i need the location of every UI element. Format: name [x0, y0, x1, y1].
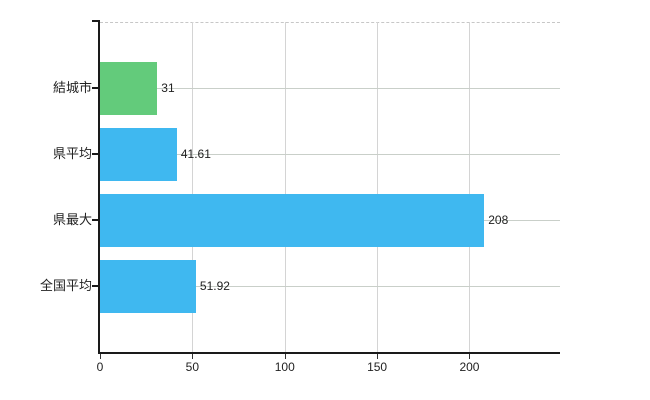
category-label: 結城市	[52, 80, 92, 95]
x-tick-mark	[377, 354, 379, 359]
y-tick-mark	[92, 87, 98, 89]
y-tick-mark	[92, 153, 98, 155]
bar-value-label: 51.92	[199, 279, 230, 293]
x-tick-label: 150	[367, 360, 388, 374]
x-tick-label: 100	[274, 360, 295, 374]
vertical-gridline	[284, 22, 286, 352]
x-tick-mark	[284, 354, 286, 359]
x-tick-mark	[469, 354, 471, 359]
x-axis-line	[100, 352, 560, 354]
category-gridline	[100, 286, 560, 287]
category-label: 全国平均	[39, 278, 92, 293]
x-tick-label: 200	[459, 360, 480, 374]
x-tick-label: 0	[96, 360, 104, 374]
x-tick-label: 50	[185, 360, 200, 374]
bar-value-label: 41.61	[180, 147, 211, 161]
vertical-gridline	[469, 22, 471, 352]
y-axis-end-tick	[92, 20, 98, 22]
category-gridline	[100, 154, 560, 155]
y-axis-line	[98, 20, 100, 354]
y-tick-mark	[92, 219, 98, 221]
bar	[100, 259, 196, 313]
category-label: 県最大	[52, 212, 92, 227]
bar-value-label: 31	[161, 81, 175, 95]
bar	[100, 193, 485, 247]
bar-value-label: 208	[488, 213, 509, 227]
category-gridline	[100, 88, 560, 89]
plot-top-dashed-gridline	[100, 22, 560, 23]
bar	[100, 61, 158, 115]
y-tick-mark	[92, 285, 98, 287]
vertical-gridline	[192, 22, 194, 352]
vertical-gridline	[377, 22, 379, 352]
x-tick-mark	[100, 354, 101, 359]
x-tick-mark	[192, 354, 194, 359]
bar	[100, 127, 177, 181]
category-label: 県平均	[52, 146, 92, 161]
